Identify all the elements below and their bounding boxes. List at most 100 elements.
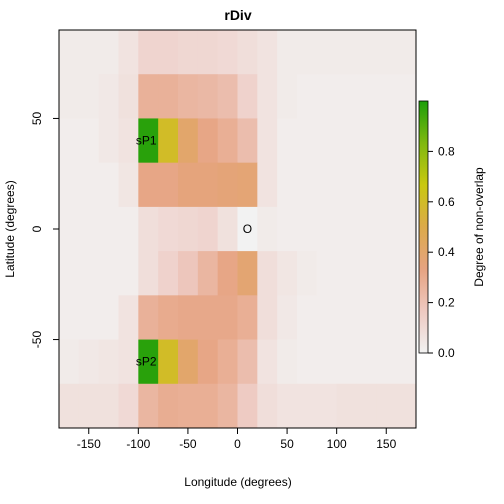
x-tick-label: -100 — [126, 437, 150, 451]
y-axis: -50 0 50 — [30, 111, 59, 348]
heatmap-cell — [158, 295, 179, 340]
heatmap-cell — [98, 118, 119, 164]
x-tick-label: -150 — [77, 437, 101, 451]
heatmap-cell — [78, 339, 100, 385]
heatmap-cell — [59, 162, 80, 208]
heatmap-cell — [98, 30, 119, 75]
heatmap-cell — [336, 74, 357, 119]
heatmap-cell — [178, 251, 199, 296]
heatmap-cell — [396, 30, 417, 75]
heatmap-cell — [138, 251, 159, 296]
heatmap-cell — [98, 162, 119, 208]
heatmap-cell — [197, 295, 219, 340]
chart-title: rDiv — [224, 7, 251, 23]
heatmap-cell — [277, 339, 298, 385]
heatmap-cell — [336, 118, 357, 164]
y-tick-label: 0 — [30, 225, 44, 232]
heatmap-cell — [277, 383, 298, 429]
heatmap-cell — [178, 206, 199, 252]
heatmap-cell — [178, 383, 199, 429]
heatmap-cell — [336, 295, 357, 340]
heatmap-cell — [277, 118, 298, 164]
heatmap-cell — [138, 339, 159, 385]
heatmap-cell — [356, 206, 377, 252]
heatmap-cell — [59, 30, 80, 75]
heatmap-cell — [158, 162, 179, 208]
heatmap-cell — [356, 339, 377, 385]
colorbar-tick-label: 0.4 — [438, 245, 455, 259]
heatmap-cell — [178, 162, 199, 208]
heatmap-cell — [297, 206, 318, 252]
heatmap-cell — [158, 118, 179, 164]
heatmap-cell — [217, 206, 238, 252]
heatmap-cell — [336, 206, 357, 252]
heatmap-cell — [118, 295, 139, 340]
heatmap-cell — [336, 383, 357, 429]
heatmap-cell — [376, 295, 397, 340]
heatmap-cell — [376, 383, 397, 429]
heatmap-cell — [78, 118, 100, 164]
heatmap-cell — [197, 251, 219, 296]
point-annotation: sP1 — [136, 134, 157, 148]
x-tick-label: 100 — [327, 437, 347, 451]
heatmap-cell — [316, 206, 338, 252]
heatmap-cell — [78, 295, 100, 340]
heatmap-cell — [237, 74, 258, 119]
heatmap-cell — [178, 74, 199, 119]
heatmap-cell — [217, 162, 238, 208]
heatmap-cell — [197, 118, 219, 164]
heatmap-cell — [59, 74, 80, 119]
heatmap-cell — [217, 295, 238, 340]
heatmap-cell — [118, 74, 139, 119]
heatmap-cell — [396, 206, 417, 252]
heatmap-cell — [257, 118, 278, 164]
heatmap-cell — [118, 206, 139, 252]
heatmap-cell — [237, 339, 258, 385]
heatmap-cell — [118, 30, 139, 75]
x-tick-label: 0 — [234, 437, 241, 451]
heatmap-cell — [336, 339, 357, 385]
heatmap-cell — [78, 162, 100, 208]
heatmap-cell — [356, 162, 377, 208]
colorbar-label: Degree of non-overlap — [472, 167, 486, 287]
heatmap-cell — [297, 339, 318, 385]
heatmap-cell — [316, 74, 338, 119]
heatmap-cell — [316, 295, 338, 340]
heatmap-cell — [277, 251, 298, 296]
heatmap-cell — [98, 74, 119, 119]
heatmap-cell — [197, 339, 219, 385]
heatmap-cell — [376, 339, 397, 385]
heatmap-cell — [396, 118, 417, 164]
heatmap-cell — [98, 339, 119, 385]
heatmap-cell — [217, 339, 238, 385]
heatmap-cell — [138, 162, 159, 208]
heatmap-cell — [59, 383, 80, 429]
heatmap-cell — [158, 383, 179, 429]
heatmap-cell — [277, 74, 298, 119]
heatmap-cell — [118, 383, 139, 429]
heatmap-cell — [98, 251, 119, 296]
heatmap-cell — [297, 74, 318, 119]
heatmap-cell — [297, 118, 318, 164]
heatmap-cell — [237, 30, 258, 75]
colorbar-tick-label: 0.8 — [438, 144, 455, 158]
heatmap-cell — [197, 30, 219, 75]
heatmap-cell — [237, 295, 258, 340]
heatmap-cell — [59, 118, 80, 164]
heatmap-cell — [277, 295, 298, 340]
heatmap-cell — [376, 74, 397, 119]
heatmap-cell — [257, 251, 278, 296]
heatmap-cell — [237, 383, 258, 429]
heatmap-cell — [376, 118, 397, 164]
heatmap-cell — [297, 295, 318, 340]
heatmap-cell — [197, 383, 219, 429]
heatmap-cell — [118, 251, 139, 296]
heatmap-cell — [138, 30, 159, 75]
heatmap-cell — [217, 30, 238, 75]
colorbar-axis: 0.0 0.2 0.4 0.6 0.8 — [428, 144, 455, 360]
heatmap-cell — [297, 251, 318, 296]
heatmap-cell — [257, 383, 278, 429]
heatmap-cell — [98, 206, 119, 252]
heatmap-cell — [178, 30, 199, 75]
y-axis-label: Latitude (degrees) — [3, 180, 17, 277]
